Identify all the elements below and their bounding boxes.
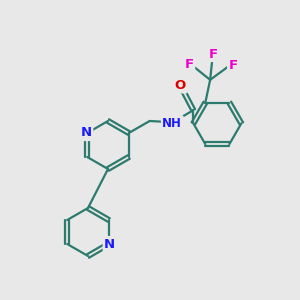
Text: F: F — [209, 47, 218, 61]
Text: N: N — [167, 117, 178, 130]
Text: F: F — [184, 58, 194, 71]
Text: O: O — [175, 79, 186, 92]
Text: N: N — [81, 127, 92, 140]
Text: NH: NH — [162, 117, 182, 130]
Text: F: F — [229, 59, 238, 72]
Text: N: N — [104, 238, 115, 250]
